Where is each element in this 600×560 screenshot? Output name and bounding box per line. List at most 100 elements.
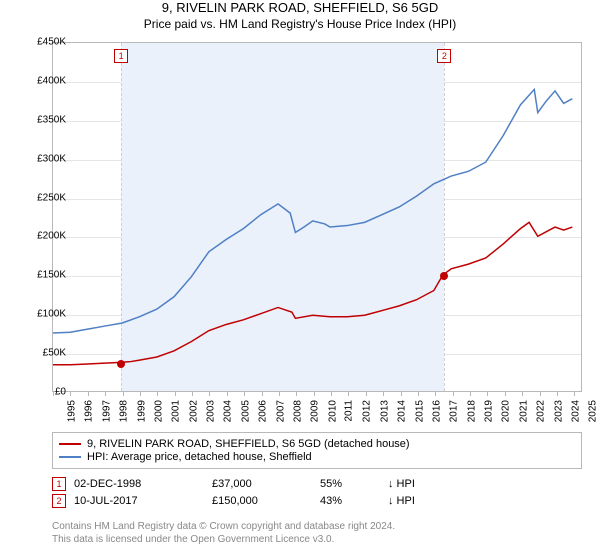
y-axis-label: £350K	[37, 114, 66, 125]
x-axis-label: 2009	[310, 400, 321, 422]
x-tick	[487, 391, 488, 396]
x-axis-label: 2018	[466, 400, 477, 422]
x-tick	[557, 391, 558, 396]
sale-price: £150,000	[212, 495, 312, 507]
x-tick	[418, 391, 419, 396]
y-axis-label: £50K	[43, 348, 66, 359]
x-tick	[348, 391, 349, 396]
legend-item: HPI: Average price, detached house, Shef…	[59, 451, 575, 463]
arrow-down-icon: ↓ HPI	[388, 478, 415, 490]
x-axis-label: 2002	[188, 400, 199, 422]
x-tick	[435, 391, 436, 396]
x-tick	[140, 391, 141, 396]
sales-table: 1 02-DEC-1998 £37,000 55% ↓ HPI 2 10-JUL-2017 £…	[52, 474, 582, 511]
x-axis-label: 2020	[501, 400, 512, 422]
y-axis-label: £250K	[37, 192, 66, 203]
y-axis-label: £200K	[37, 231, 66, 242]
x-tick	[366, 391, 367, 396]
x-axis-label: 2017	[449, 400, 460, 422]
sale-price: £37,000	[212, 478, 312, 490]
x-axis-label: 2025	[588, 400, 599, 422]
sale-date: 02-DEC-1998	[74, 478, 204, 490]
x-tick	[470, 391, 471, 396]
y-axis-label: £400K	[37, 75, 66, 86]
y-axis-label: £100K	[37, 309, 66, 320]
x-axis-label: 2015	[414, 400, 425, 422]
footer-attribution: Contains HM Land Registry data © Crown c…	[52, 520, 582, 546]
x-tick	[453, 391, 454, 396]
x-axis-label: 1995	[66, 400, 77, 422]
footer-line: Contains HM Land Registry data © Crown c…	[52, 520, 582, 533]
legend-label: HPI: Average price, detached house, Shef…	[87, 451, 312, 463]
legend-swatch	[59, 456, 81, 458]
sale-dot	[440, 272, 448, 280]
x-axis-label: 2010	[327, 400, 338, 422]
x-axis-label: 2024	[570, 400, 581, 422]
chart-lines	[53, 43, 581, 391]
x-axis-label: 2001	[171, 400, 182, 422]
x-axis-label: 2013	[379, 400, 390, 422]
x-tick	[383, 391, 384, 396]
footer-line: This data is licensed under the Open Gov…	[52, 533, 582, 546]
page-subtitle: Price paid vs. HM Land Registry's House …	[0, 17, 600, 31]
y-axis-label: £0	[55, 387, 66, 398]
sale-row: 1 02-DEC-1998 £37,000 55% ↓ HPI	[52, 477, 582, 491]
x-axis-label: 2022	[535, 400, 546, 422]
x-tick	[192, 391, 193, 396]
arrow-down-icon: ↓ HPI	[388, 495, 415, 507]
x-tick	[53, 391, 54, 396]
x-axis-label: 2012	[362, 400, 373, 422]
x-tick	[522, 391, 523, 396]
x-tick	[574, 391, 575, 396]
sale-row: 2 10-JUL-2017 £150,000 43% ↓ HPI	[52, 494, 582, 508]
sale-index-badge: 1	[52, 477, 66, 491]
sale-date: 10-JUL-2017	[74, 495, 204, 507]
x-axis-label: 2006	[257, 400, 268, 422]
x-tick	[157, 391, 158, 396]
legend-item: 9, RIVELIN PARK ROAD, SHEFFIELD, S6 5GD …	[59, 438, 575, 450]
x-tick	[123, 391, 124, 396]
x-tick	[175, 391, 176, 396]
page-title: 9, RIVELIN PARK ROAD, SHEFFIELD, S6 5GD	[0, 0, 600, 15]
x-axis-label: 2003	[205, 400, 216, 422]
x-tick	[401, 391, 402, 396]
x-axis-label: 2016	[431, 400, 442, 422]
x-axis-label: 2005	[240, 400, 251, 422]
x-tick	[505, 391, 506, 396]
x-axis-label: 2007	[275, 400, 286, 422]
y-axis-label: £150K	[37, 270, 66, 281]
y-axis-label: £300K	[37, 153, 66, 164]
chart-panel: 12	[52, 42, 582, 392]
legend-label: 9, RIVELIN PARK ROAD, SHEFFIELD, S6 5GD …	[87, 438, 410, 450]
x-tick	[262, 391, 263, 396]
x-tick	[314, 391, 315, 396]
x-tick	[70, 391, 71, 396]
legend: 9, RIVELIN PARK ROAD, SHEFFIELD, S6 5GD …	[52, 432, 582, 469]
x-axis-label: 2011	[344, 400, 355, 422]
x-tick	[331, 391, 332, 396]
x-axis-label: 2023	[553, 400, 564, 422]
x-tick	[209, 391, 210, 396]
x-tick	[296, 391, 297, 396]
sale-pct: 43%	[320, 495, 380, 507]
x-axis-label: 2019	[483, 400, 494, 422]
x-axis-label: 2000	[153, 400, 164, 422]
x-tick	[279, 391, 280, 396]
series-hpi	[53, 89, 572, 333]
x-axis-label: 1997	[101, 400, 112, 422]
x-axis-label: 2021	[518, 400, 529, 422]
sale-pct: 55%	[320, 478, 380, 490]
x-axis-label: 1996	[84, 400, 95, 422]
sale-dot	[117, 360, 125, 368]
sale-index-badge: 2	[52, 494, 66, 508]
x-axis-label: 2004	[223, 400, 234, 422]
x-tick	[227, 391, 228, 396]
y-axis-label: £450K	[37, 37, 66, 48]
x-axis-label: 2014	[396, 400, 407, 422]
x-tick	[105, 391, 106, 396]
x-tick	[244, 391, 245, 396]
legend-swatch	[59, 443, 81, 445]
x-axis-label: 1998	[118, 400, 129, 422]
x-axis-label: 1999	[136, 400, 147, 422]
x-tick	[88, 391, 89, 396]
